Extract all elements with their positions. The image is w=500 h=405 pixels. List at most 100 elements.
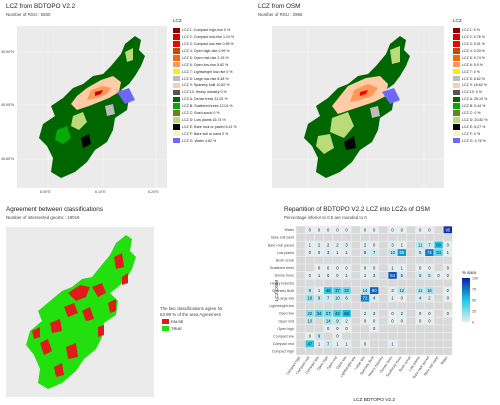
heatmap-cell-empty — [379, 272, 388, 279]
heatmap-cell — [397, 310, 406, 317]
heatmap-cell-empty — [324, 256, 333, 264]
heatmap-cell — [324, 249, 333, 256]
heatmap-cell-label: 0 — [419, 265, 422, 270]
heatmap-cell — [333, 264, 342, 272]
osm-legend-label: LCZ 4: 0.03 % — [462, 48, 485, 53]
bdtopo-legend-swatch — [173, 117, 180, 123]
heatmap-cell — [443, 226, 452, 234]
heatmap-cell-empty — [370, 234, 379, 241]
osm-legend-label: LCZ C: 0 % — [462, 111, 481, 116]
heatmap-cell — [443, 241, 452, 249]
heatmap-cell — [305, 287, 314, 294]
heatmap-cell-empty — [351, 226, 360, 234]
osm-legend-swatch — [453, 55, 460, 61]
bdtopo-ytick-2: 45.95°N — [1, 103, 15, 107]
osm-legend-swatch — [453, 124, 460, 130]
heatmap-cell — [388, 294, 397, 302]
heatmap-cell — [305, 332, 314, 340]
heatmap-cell-label: 6 — [345, 296, 348, 301]
heatmap-cell-empty — [425, 332, 434, 340]
heatmap-cell-label: 1 — [364, 273, 367, 278]
heatmap-cell-label: 0 — [428, 319, 431, 324]
heatmap-ytick-label: Bare soil sand — [271, 236, 294, 240]
heatmap-cell-label: 84 — [390, 273, 395, 278]
heatmap-cell-label: 3 — [345, 243, 348, 248]
osm-legend-swatch — [453, 137, 460, 144]
heatmap-cell — [388, 241, 397, 249]
heatmap-cell-label: 0 — [419, 311, 422, 316]
heatmap-ytick-label: Dense trees — [275, 274, 295, 278]
heatmap-cell-empty — [443, 317, 452, 325]
heatmap-cell — [342, 340, 351, 348]
heatmap-ytick-label: Compact low — [273, 335, 294, 339]
heatmap-cell — [425, 317, 434, 325]
heatmap-cell — [416, 287, 425, 294]
bdtopo-legend-item: LCZ E: Bare rock or paved 5.41 % — [173, 124, 237, 131]
heatmap-cell — [443, 310, 452, 317]
repartition-subtitle: Percentage inferior to 0.5 are rounded t… — [284, 215, 367, 220]
heatmap-cell — [360, 287, 370, 294]
heatmap-cell-empty — [314, 348, 324, 355]
heatmap-cell-empty — [406, 340, 416, 348]
heatmap-cell-empty — [296, 325, 305, 332]
heatmap-cell — [314, 249, 324, 256]
heatmap-cell-label: 1 — [391, 341, 394, 346]
heatmap-cell-empty — [416, 279, 425, 287]
bdtopo-xtick-3: 6.20°E — [148, 190, 159, 194]
heatmap-cell-label: 0 — [391, 319, 394, 324]
heatmap-cell-label: 0 — [373, 265, 376, 270]
heatmap-cell-empty — [434, 332, 443, 340]
heatmap-cell — [342, 241, 351, 249]
heatmap-cell-label: 0 — [447, 265, 450, 270]
heatmap-cell — [314, 241, 324, 249]
heatmap-cell — [370, 249, 379, 256]
heatmap-cell-empty — [296, 226, 305, 234]
heatmap-cell-label: 9 — [309, 288, 312, 293]
osm-legend-swatch — [453, 27, 460, 33]
heatmap-cell-empty — [434, 325, 443, 332]
heatmap-cell-label: 1 — [447, 250, 450, 255]
osm-legend-label: LCZ 5: 0.74 % — [462, 55, 485, 60]
heatmap-cell-empty — [434, 348, 443, 355]
heatmap-cell-empty — [388, 256, 397, 264]
osm-legend-swatch — [453, 103, 460, 109]
osm-legend-label: LCZ A: 28.19 % — [462, 97, 488, 102]
heatmap-cell-empty — [406, 256, 416, 264]
osm-legend-item: LCZ 7: 0 % — [453, 68, 480, 75]
heatmap-cell — [443, 264, 452, 272]
heatmap-cell-label: 0 — [419, 319, 422, 324]
bdtopo-legend-item: LCZ 9: Sparsely built 10.82 % — [173, 82, 230, 89]
heatmap-cell-empty — [388, 325, 397, 332]
heatmap-cell-empty — [360, 332, 370, 340]
heatmap-ytick-label: Water — [285, 228, 295, 232]
heatmap-cell-empty — [360, 302, 370, 310]
heatmap-cell-empty — [342, 234, 351, 241]
heatmap-cell-empty — [351, 279, 360, 287]
heatmap-cell-empty — [406, 317, 416, 325]
heatmap-cell-empty — [406, 241, 416, 249]
osm-legend-swatch — [453, 62, 460, 68]
heatmap-cell-label: 1 — [401, 243, 404, 248]
heatmap-cell-empty — [314, 302, 324, 310]
heatmap-cell-empty — [351, 256, 360, 264]
heatmap-cell-empty — [406, 234, 416, 241]
heatmap-xtick-label: Water — [440, 355, 449, 366]
heatmap-cell-label: 0 — [345, 265, 348, 270]
bdtopo-title: LCZ from BDTOPO V2.2 — [6, 3, 76, 10]
agreement-title: Agreement between classifications — [6, 206, 103, 213]
heatmap-ytick-label: Compact high — [272, 350, 294, 354]
heatmap-cell-label: 10 — [390, 250, 395, 255]
heatmap-cell — [370, 241, 379, 249]
heatmap-cell-label: 42 — [335, 311, 340, 316]
heatmap-cell-empty — [360, 234, 370, 241]
osm-title: LCZ from OSM — [258, 3, 301, 10]
heatmap-cell — [397, 294, 406, 302]
osm-legend-swatch — [453, 110, 460, 116]
heatmap-cell-label: 5 — [364, 250, 367, 255]
heatmap-cell — [333, 241, 342, 249]
heatmap-ylabel: LCZ OSM — [274, 280, 280, 301]
agreement-false-label: FALSE — [171, 318, 184, 324]
repartition-panel: Repartition of BDTOPO V2.2 LCZ into LCZs… — [250, 200, 500, 405]
heatmap-cell-empty — [324, 348, 333, 355]
heatmap-cell-label: 11 — [418, 243, 423, 248]
